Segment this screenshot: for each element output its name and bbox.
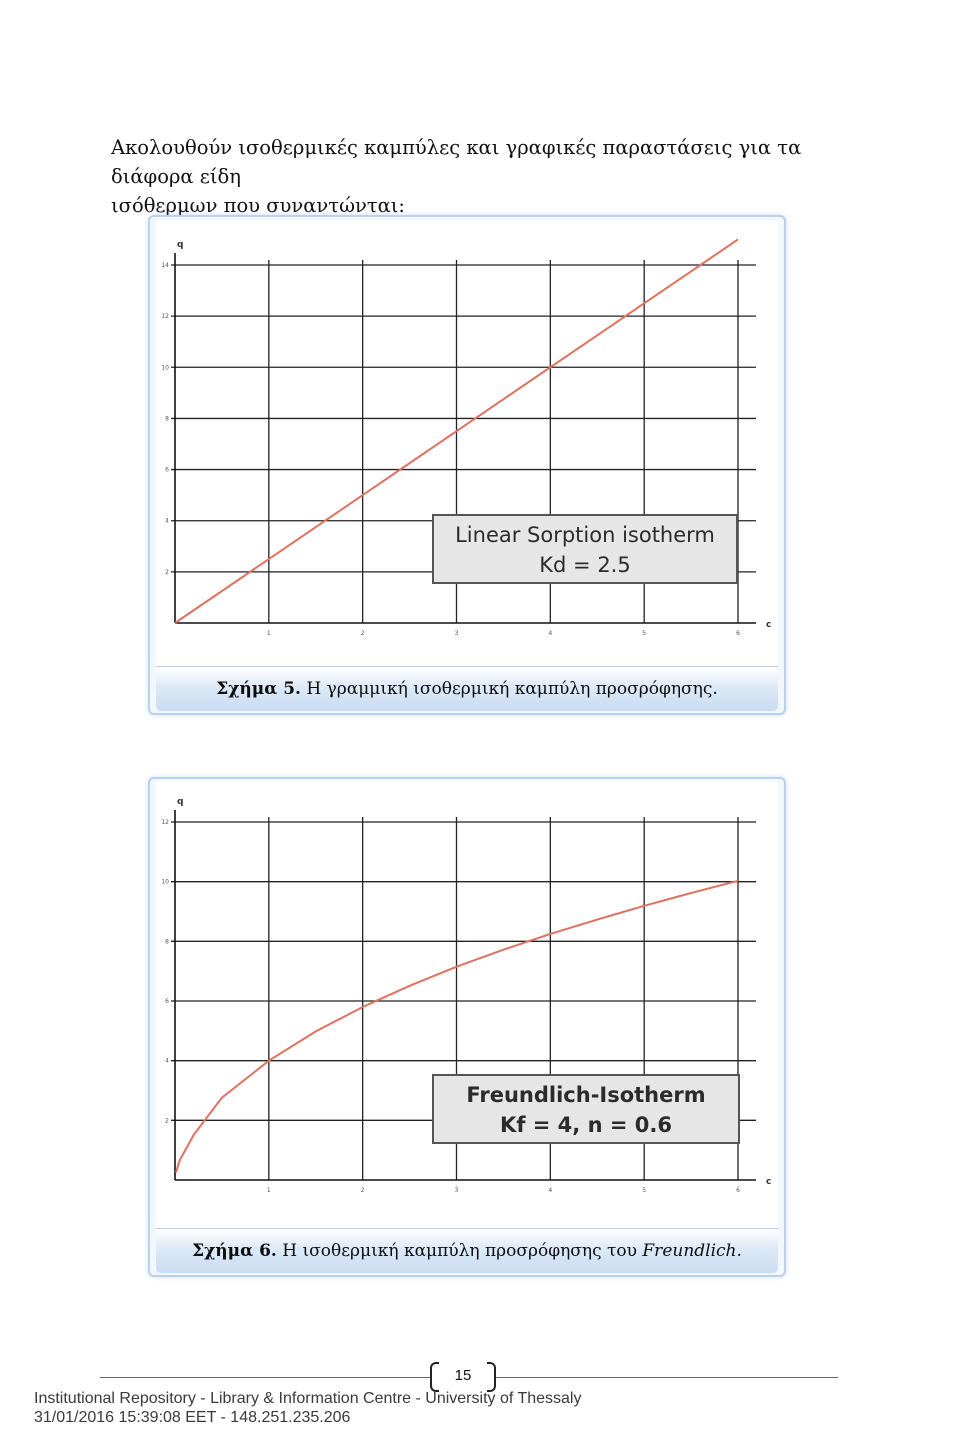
- chart-6-area: 1 2 3 4 5 6 2 4 6 8 10 12 q c Freundlich-Isotherm Kf …: [156, 782, 778, 1230]
- x-tick-label: 3: [455, 1187, 459, 1194]
- x-axis-label: c: [766, 620, 771, 630]
- x-tick-label: 1: [267, 1187, 271, 1194]
- page-number: 15: [430, 1360, 496, 1392]
- y-tick-label: 6: [165, 998, 169, 1005]
- repository-watermark: Institutional Repository - Library & Inf…: [34, 1389, 581, 1427]
- chart-5-area: 1 2 3 4 5 6 2 4 6 8 10 12 14 q c Linear Sorption isoth…: [156, 220, 778, 668]
- intro-paragraph: Ακολουθούν ισοθερμικές καμπύλες και γραφ…: [111, 133, 831, 220]
- y-tick-label: 2: [165, 1117, 169, 1124]
- figure-6: 1 2 3 4 5 6 2 4 6 8 10 12 q c Freundlich-Isotherm Kf …: [148, 777, 786, 1277]
- y-tick-label: 8: [165, 938, 169, 945]
- y-tick-label: 12: [161, 819, 169, 826]
- x-tick-label: 3: [455, 630, 459, 637]
- chart-6-legend-param: Kf = 4, n = 0.6: [500, 1113, 672, 1137]
- chart-6-legend-title: Freundlich-Isotherm: [466, 1083, 706, 1107]
- figure-6-caption-label: Σχήμα 6.: [192, 1241, 277, 1261]
- chart-5-legend: Linear Sorption isotherm Kd = 2.5: [432, 514, 738, 584]
- intro-line-2: ισόθερμων που συναντώνται:: [111, 194, 405, 217]
- y-tick-label: 4: [165, 1058, 169, 1065]
- y-tick-label: 2: [165, 569, 169, 576]
- x-tick-label: 2: [361, 1187, 365, 1194]
- x-tick-label: 2: [361, 630, 365, 637]
- repository-line-2: 31/01/2016 15:39:08 EET - 148.251.235.20…: [34, 1409, 351, 1426]
- y-tick-label: 14: [161, 262, 169, 269]
- series-line: [174, 238, 739, 624]
- repository-line-1: Institutional Repository - Library & Inf…: [34, 1390, 582, 1407]
- x-tick-label: 1: [267, 630, 271, 637]
- y-tick-label: 10: [161, 364, 169, 371]
- x-tick-label: 6: [736, 630, 740, 637]
- y-tick-label: 8: [165, 415, 169, 422]
- figure-5-caption: Σχήμα 5. Η γραμμική ισοθερμική καμπύλη π…: [156, 666, 778, 711]
- intro-line-1: Ακολουθούν ισοθερμικές καμπύλες και γραφ…: [111, 136, 802, 188]
- figure-5-caption-text: Η γραμμική ισοθερμική καμπύλη προσρόφηση…: [300, 679, 718, 699]
- figure-6-caption-italic: Freundlich.: [642, 1241, 742, 1261]
- x-axis-label: c: [766, 1177, 771, 1187]
- figure-6-caption-text: Η ισοθερμική καμπύλη προσρόφησης του: [276, 1241, 643, 1261]
- y-tick-label: 6: [165, 467, 169, 474]
- y-axis-label: q: [177, 240, 183, 250]
- y-tick-label: 10: [161, 879, 169, 886]
- y-axis-label: q: [177, 797, 183, 807]
- x-tick-label: 6: [736, 1187, 740, 1194]
- page-number-text: 15: [454, 1367, 472, 1384]
- chart-6-legend: Freundlich-Isotherm Kf = 4, n = 0.6: [432, 1074, 740, 1144]
- x-tick-label: 5: [642, 1187, 646, 1194]
- chart-5-legend-title: Linear Sorption isotherm: [455, 523, 715, 547]
- x-tick-label: 4: [548, 630, 552, 637]
- page-number-bracket-right: [487, 1362, 496, 1392]
- series-line: [174, 879, 739, 1173]
- chart-5-legend-param: Kd = 2.5: [539, 553, 631, 577]
- figure-5: 1 2 3 4 5 6 2 4 6 8 10 12 14 q c Linear Sorption isoth…: [148, 215, 786, 715]
- x-tick-label: 5: [642, 630, 646, 637]
- y-tick-label: 12: [161, 313, 169, 320]
- page-number-bracket-left: [430, 1362, 439, 1392]
- figure-5-caption-label: Σχήμα 5.: [216, 679, 301, 699]
- y-tick-label: 4: [165, 518, 169, 525]
- figure-6-caption: Σχήμα 6. Η ισοθερμική καμπύλη προσρόφηση…: [156, 1228, 778, 1273]
- x-tick-label: 4: [548, 1187, 552, 1194]
